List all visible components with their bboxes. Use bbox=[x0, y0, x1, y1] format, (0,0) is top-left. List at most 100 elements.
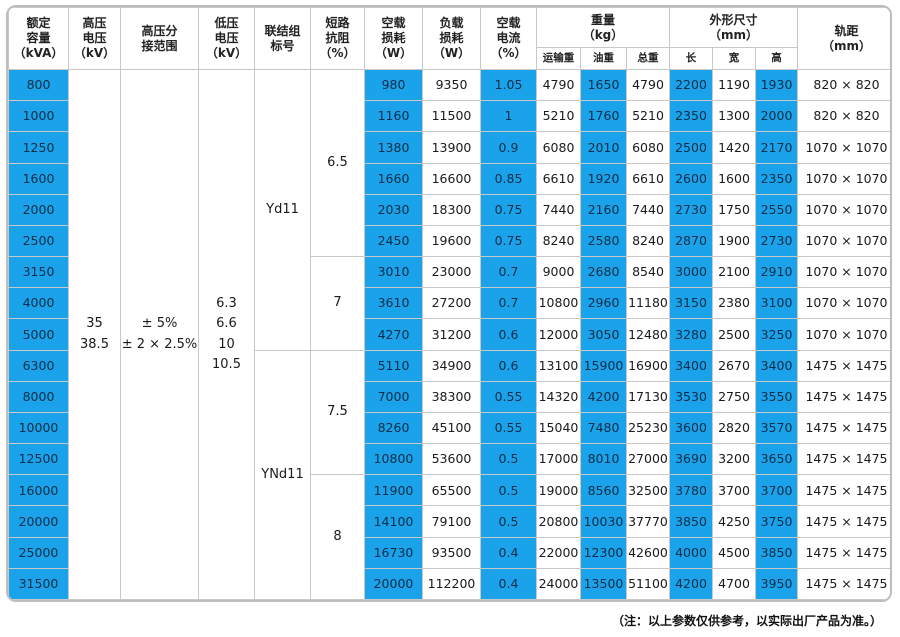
lv-voltage-value-1: 6.6 bbox=[216, 316, 237, 332]
table-row: 12500 10800 53600 0.5 17000 8010 27000 3690 3200… bbox=[8, 443, 890, 476]
cell-weight-transport: 12000 bbox=[536, 318, 581, 351]
cell-dim-height: 3400 bbox=[755, 349, 798, 382]
cell-dim-height: 3950 bbox=[755, 567, 798, 600]
cell-load-loss: 34900 bbox=[422, 349, 481, 382]
table-row: 10000 8260 45100 0.55 15040 7480 25230 3600 2820… bbox=[8, 411, 890, 445]
table-row: 8000 7000 38300 0.55 14320 4200 17130 3530 2750 3… bbox=[8, 380, 890, 413]
cell-dim-height: 2350 bbox=[755, 162, 798, 195]
cell-gauge: 820 × 820 bbox=[797, 68, 890, 102]
cell-noload-current: 0.6 bbox=[480, 349, 537, 382]
cell-noload-loss: 10800 bbox=[364, 443, 423, 476]
cell-load-loss: 11500 bbox=[422, 100, 481, 133]
header-dim-width: 宽 bbox=[712, 47, 756, 70]
cell-dim-width: 1300 bbox=[712, 100, 756, 133]
cell-noload-current: 1.05 bbox=[480, 68, 537, 102]
table-row: 1600 1660 16600 0.85 6610 1920 6610 2600 1600 235… bbox=[8, 162, 890, 195]
cell-load-loss: 53600 bbox=[422, 443, 481, 476]
table-row: 3150 7 3010 23000 0.7 9000 2680 8540 3000 2100 291… bbox=[8, 256, 890, 351]
cell-dim-height: 2000 bbox=[755, 100, 798, 133]
spec-table-body: 800 35 38.5 ± 5% ± 2 × 2.5% 6.3 6.6 10 10.5 Yd11 6… bbox=[8, 68, 890, 600]
cell-noload-current: 0.5 bbox=[480, 505, 537, 538]
cell-weight-transport: 5210 bbox=[536, 100, 581, 133]
cell-weight-total: 6610 bbox=[626, 162, 670, 195]
cell-weight-total: 8240 bbox=[626, 224, 670, 258]
cell-capacity: 5000 bbox=[8, 318, 69, 351]
cell-weight-transport: 24000 bbox=[536, 567, 581, 600]
cell-noload-current: 0.75 bbox=[480, 224, 537, 258]
cell-capacity: 1600 bbox=[8, 162, 69, 195]
cell-dim-height: 3100 bbox=[755, 287, 798, 320]
cell-weight-transport: 14320 bbox=[536, 380, 581, 413]
cell-weight-oil: 8010 bbox=[580, 443, 627, 476]
tap-range-value-1: ± 2 × 2.5% bbox=[121, 336, 198, 352]
cell-weight-total: 51100 bbox=[626, 567, 670, 600]
cell-gauge: 1070 × 1070 bbox=[797, 318, 890, 351]
cell-gauge: 1475 × 1475 bbox=[797, 349, 890, 382]
cell-capacity: 800 bbox=[8, 68, 69, 102]
cell-weight-transport: 10800 bbox=[536, 287, 581, 320]
footnote: （注：以上参数仅供参考，以实际出厂产品为准。） bbox=[611, 614, 882, 628]
cell-gauge: 1475 × 1475 bbox=[797, 443, 890, 476]
cell-dim-height: 2170 bbox=[755, 131, 798, 164]
cell-dim-height: 3750 bbox=[755, 505, 798, 538]
cell-capacity: 25000 bbox=[8, 536, 69, 569]
header-lv-voltage: 低压 电压 （kV） bbox=[198, 7, 255, 70]
header-weight-oil: 油重 bbox=[580, 47, 627, 70]
cell-dim-width: 1750 bbox=[712, 193, 756, 226]
cell-dim-width: 4700 bbox=[712, 567, 756, 600]
cell-noload-loss: 11900 bbox=[364, 474, 423, 507]
header-tap-range: 高压分 接范围 bbox=[120, 7, 199, 70]
header-impedance: 短路 抗阻 （%） bbox=[310, 7, 365, 70]
cell-weight-oil: 1650 bbox=[580, 68, 627, 102]
cell-gauge: 1475 × 1475 bbox=[797, 536, 890, 569]
cell-weight-total: 6080 bbox=[626, 131, 670, 164]
cell-weight-transport: 22000 bbox=[536, 536, 581, 569]
cell-dim-width: 1190 bbox=[712, 68, 756, 102]
cell-connection-yd11: Yd11 bbox=[254, 69, 311, 351]
cell-dim-height: 3570 bbox=[755, 411, 798, 445]
cell-dim-length: 3000 bbox=[669, 256, 713, 289]
cell-weight-oil: 4200 bbox=[580, 380, 627, 413]
cell-weight-oil: 13500 bbox=[580, 567, 627, 600]
cell-dim-width: 1600 bbox=[712, 162, 756, 195]
cell-weight-transport: 17000 bbox=[536, 443, 581, 476]
cell-noload-loss: 980 bbox=[364, 68, 423, 102]
table-row: 20000 14100 79100 0.5 20800 10030 37770 3850 425… bbox=[8, 505, 890, 538]
cell-dim-length: 3150 bbox=[669, 287, 713, 320]
cell-weight-total: 37770 bbox=[626, 505, 670, 538]
cell-weight-oil: 1920 bbox=[580, 162, 627, 195]
hv-voltage-value-1: 38.5 bbox=[80, 336, 109, 352]
cell-dim-height: 2910 bbox=[755, 256, 798, 289]
cell-dim-length: 2350 bbox=[669, 100, 713, 133]
cell-capacity: 3150 bbox=[8, 256, 69, 289]
cell-noload-current: 0.9 bbox=[480, 131, 537, 164]
cell-dim-length: 2870 bbox=[669, 224, 713, 258]
header-noload-current: 空载 电流 （%） bbox=[480, 7, 537, 70]
cell-weight-oil: 2580 bbox=[580, 224, 627, 258]
cell-noload-current: 0.5 bbox=[480, 474, 537, 507]
header-dimensions: 外形尺寸 （mm） bbox=[669, 7, 798, 48]
cell-noload-loss: 2450 bbox=[364, 224, 423, 258]
cell-load-loss: 13900 bbox=[422, 131, 481, 164]
cell-noload-loss: 4270 bbox=[364, 318, 423, 351]
tap-range-value-0: ± 5% bbox=[141, 316, 178, 332]
cell-gauge: 1070 × 1070 bbox=[797, 287, 890, 320]
cell-noload-loss: 2030 bbox=[364, 193, 423, 226]
cell-dim-width: 2380 bbox=[712, 287, 756, 320]
header-dim-length: 长 bbox=[669, 47, 713, 70]
cell-gauge: 1070 × 1070 bbox=[797, 193, 890, 226]
cell-dim-length: 2730 bbox=[669, 193, 713, 226]
cell-capacity: 1000 bbox=[8, 100, 69, 133]
cell-weight-total: 27000 bbox=[626, 443, 670, 476]
cell-capacity: 6300 bbox=[8, 349, 69, 382]
header-gauge: 轨距 （mm） bbox=[797, 7, 890, 70]
cell-gauge: 1070 × 1070 bbox=[797, 131, 890, 164]
cell-noload-current: 1 bbox=[480, 100, 537, 133]
cell-noload-loss: 14100 bbox=[364, 505, 423, 538]
cell-gauge: 1475 × 1475 bbox=[797, 411, 890, 445]
cell-noload-loss: 20000 bbox=[364, 567, 423, 600]
cell-load-loss: 79100 bbox=[422, 505, 481, 538]
cell-noload-current: 0.4 bbox=[480, 567, 537, 600]
cell-load-loss: 93500 bbox=[422, 536, 481, 569]
cell-noload-loss: 3610 bbox=[364, 287, 423, 320]
